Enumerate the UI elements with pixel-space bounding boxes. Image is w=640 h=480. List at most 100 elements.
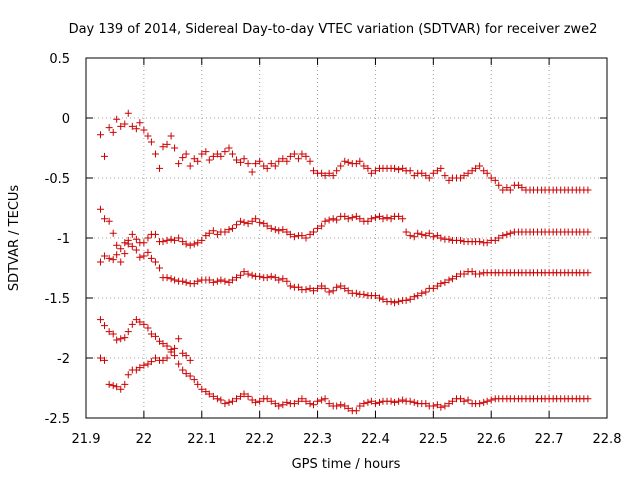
data-point <box>286 152 294 160</box>
data-point <box>117 335 125 343</box>
data-point <box>252 160 260 168</box>
series-1 <box>96 109 592 194</box>
data-point <box>209 278 217 286</box>
data-point <box>279 275 287 283</box>
data-point <box>136 119 144 127</box>
data-point <box>159 340 167 348</box>
data-point <box>321 217 329 225</box>
data-point <box>437 403 445 411</box>
data-point <box>476 270 484 278</box>
data-point <box>321 284 329 292</box>
data-point <box>503 230 511 238</box>
data-point <box>410 233 418 241</box>
data-point <box>437 164 445 172</box>
data-point <box>425 229 433 237</box>
data-point <box>221 148 229 156</box>
data-point <box>356 215 364 223</box>
data-point <box>113 336 121 344</box>
data-point <box>584 228 592 236</box>
data-point <box>96 316 104 324</box>
data-point <box>228 150 236 158</box>
data-point <box>217 396 225 404</box>
data-point <box>506 229 514 237</box>
data-point <box>124 328 132 336</box>
x-tick-label: 22.1 <box>187 432 216 447</box>
data-point <box>414 229 422 237</box>
data-point <box>179 154 187 162</box>
x-tick-label: 22.3 <box>303 432 332 447</box>
data-point <box>387 397 395 405</box>
data-point <box>240 155 248 163</box>
data-point <box>186 356 194 364</box>
x-tick-label: 22.4 <box>361 432 390 447</box>
data-point <box>429 169 437 177</box>
data-point <box>344 158 352 166</box>
data-point <box>105 380 113 388</box>
y-tick-label: 0 <box>62 112 70 127</box>
data-point <box>425 174 433 182</box>
data-point <box>186 241 194 249</box>
data-point <box>96 205 104 213</box>
data-point <box>233 274 241 282</box>
data-point <box>302 286 310 294</box>
data-point <box>460 270 468 278</box>
data-point <box>186 162 194 170</box>
data-point <box>147 330 155 338</box>
data-point <box>221 228 229 236</box>
data-point <box>151 258 159 266</box>
data-point <box>448 275 456 283</box>
data-point <box>584 269 592 277</box>
data-point <box>263 274 271 282</box>
data-point <box>198 150 206 158</box>
data-point <box>422 288 430 296</box>
y-tick-label: -1 <box>57 232 70 247</box>
data-point <box>314 284 322 292</box>
data-point <box>217 276 225 284</box>
data-point <box>190 376 198 384</box>
data-point <box>194 157 202 165</box>
data-point <box>228 224 236 232</box>
data-point <box>101 252 109 260</box>
data-point <box>476 400 484 408</box>
data-point <box>205 156 213 164</box>
data-point <box>252 398 260 406</box>
data-point <box>375 398 383 406</box>
data-point <box>325 169 333 177</box>
data-point <box>298 395 306 403</box>
data-point <box>286 230 294 238</box>
data-point <box>352 407 360 415</box>
data-points <box>96 109 592 415</box>
data-point <box>171 276 179 284</box>
data-point <box>302 152 310 160</box>
data-point <box>364 164 372 172</box>
data-point <box>244 220 252 228</box>
y-tick-label: -2 <box>57 352 70 367</box>
data-point <box>399 215 407 223</box>
data-point <box>333 167 341 175</box>
data-point <box>275 227 283 235</box>
data-point <box>171 352 179 360</box>
data-point <box>248 168 256 176</box>
data-point <box>364 398 372 406</box>
data-point <box>379 215 387 223</box>
data-point <box>167 348 175 356</box>
data-point <box>402 228 410 236</box>
data-point <box>518 184 526 192</box>
data-point <box>167 235 175 243</box>
data-point <box>395 212 403 220</box>
data-point <box>441 402 449 410</box>
data-point <box>310 167 318 175</box>
data-point <box>333 216 341 224</box>
data-point <box>302 234 310 242</box>
data-point <box>256 397 264 405</box>
data-point <box>209 227 217 235</box>
data-point <box>156 264 164 272</box>
data-point <box>383 214 391 222</box>
data-point <box>391 164 399 172</box>
data-point <box>418 169 426 177</box>
data-point <box>460 172 468 180</box>
data-point <box>279 226 287 234</box>
data-point <box>101 322 109 330</box>
